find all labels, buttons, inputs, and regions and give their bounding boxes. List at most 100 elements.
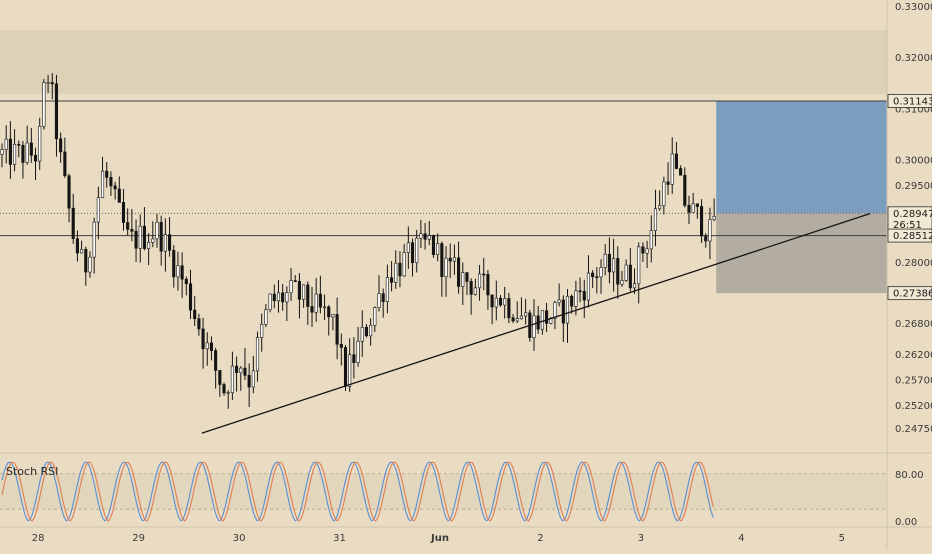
candle-body [188,283,193,311]
candle-body [105,170,109,178]
candle-body [142,225,146,249]
candle-body [193,309,197,320]
candle-body [570,295,574,307]
candle-body [327,306,331,318]
candle-body [419,233,423,239]
candle-body [674,153,678,169]
candle-body [109,177,113,187]
candle-body [712,216,716,220]
candle-body [586,272,591,301]
candle-body [155,221,159,240]
candle-body [302,284,306,300]
candle-body [503,298,507,306]
candle-body [247,375,251,388]
candle-body [406,242,410,253]
candle-body [71,207,75,239]
candle-body [477,273,482,289]
time-tick-label: 29 [132,533,145,544]
range-band-top [0,30,887,94]
candle-body [281,292,285,303]
candle-body [699,206,704,237]
candle-body [364,326,368,337]
candle-body [54,83,59,140]
candle-body [679,168,683,176]
candle-body [201,328,205,350]
candle-body [687,205,691,213]
trendline-layer[interactable] [201,213,871,434]
candle-layer [0,72,716,409]
candle-body [84,249,88,273]
time-axis[interactable]: 28 29 30 31 Jun 2 3 4 5 [32,533,845,544]
candle-body [184,278,188,285]
candle-body [565,295,570,324]
candle-body [369,324,373,337]
candle-body [578,290,582,293]
candle-body [322,306,327,309]
time-tick-label: Jun [430,533,449,544]
candle-body [561,299,565,324]
candle-body [251,370,255,388]
candle-body [494,297,498,308]
stoch-rsi-line [1,461,714,522]
candle-body [306,284,310,307]
candle-body [410,242,415,264]
candle-body [38,126,42,162]
candle-body [394,262,398,283]
candle-body [42,82,46,127]
candle-body [662,181,666,206]
candle-body [670,153,674,185]
stop-zone[interactable] [716,213,887,294]
candle-body [4,138,8,150]
time-tick-label: 4 [738,533,744,544]
time-tick-label: 31 [333,533,346,544]
candle-body [427,235,431,240]
time-tick-label: 30 [233,533,246,544]
candle-body [59,138,63,153]
candle-body [524,312,528,317]
candle-body [465,272,469,282]
candle-body [398,262,402,277]
candle-body [628,264,632,289]
candle-body [339,343,343,348]
horizontal-lines[interactable] [0,100,887,237]
candle-body [649,230,653,250]
candle-body [511,317,515,322]
time-tick-label: 5 [839,533,845,544]
candle-body [159,221,163,252]
stoch-rsi-label[interactable]: Stoch RSI [6,465,58,478]
candle-body [163,234,167,252]
candle-body [574,290,578,307]
price-badge [887,94,932,108]
candle-body [423,233,427,240]
position-tool[interactable] [716,100,887,294]
support-trendline[interactable] [201,213,871,434]
candle-body [117,188,121,203]
candle-body [599,267,603,278]
candle-body [92,221,96,258]
candle-body [637,246,641,285]
candle-body [490,294,494,308]
candle-body [21,145,25,163]
candle-body [373,307,377,326]
candle-body [310,306,314,313]
candle-body [645,248,649,254]
candle-body [519,315,523,319]
candle-body [402,252,406,277]
candle-body [318,293,322,308]
candle-body [641,246,645,254]
candle-body [88,256,92,273]
candle-body [205,342,209,350]
time-tick-label: 28 [32,533,45,544]
candle-body [343,347,348,387]
target-zone[interactable] [716,100,887,214]
candle-body [180,265,184,280]
candle-body [138,225,142,249]
candle-body [80,249,84,254]
candle-body [230,365,234,393]
